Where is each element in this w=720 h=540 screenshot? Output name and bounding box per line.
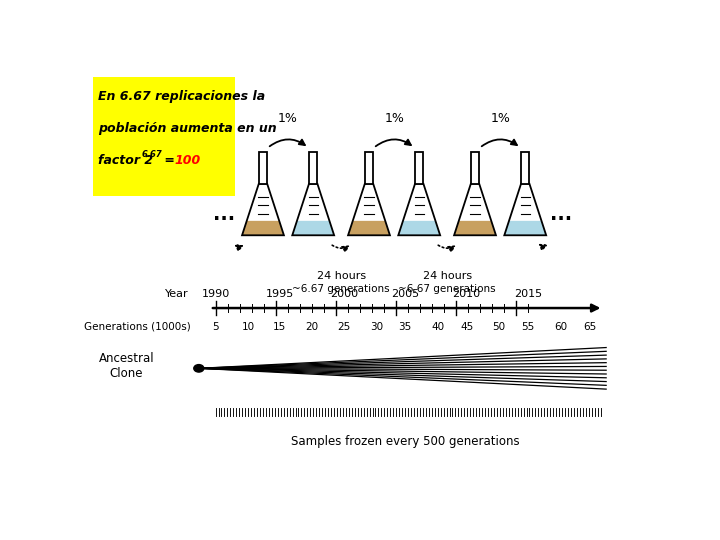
Text: Samples frozen every 500 generations: Samples frozen every 500 generations bbox=[291, 435, 520, 448]
Polygon shape bbox=[365, 152, 373, 184]
FancyBboxPatch shape bbox=[93, 77, 235, 196]
Text: ...: ... bbox=[551, 205, 572, 224]
Circle shape bbox=[194, 364, 204, 372]
Text: 1%: 1% bbox=[490, 112, 510, 125]
Polygon shape bbox=[242, 221, 284, 235]
Polygon shape bbox=[504, 221, 546, 235]
Text: Ancestral: Ancestral bbox=[99, 352, 154, 365]
Text: 30: 30 bbox=[369, 322, 383, 332]
Text: 24 hours: 24 hours bbox=[423, 271, 472, 281]
Text: 1%: 1% bbox=[384, 112, 404, 125]
Text: 25: 25 bbox=[337, 322, 351, 332]
Text: 50: 50 bbox=[492, 322, 505, 332]
Polygon shape bbox=[258, 152, 267, 184]
Text: 35: 35 bbox=[399, 322, 412, 332]
Polygon shape bbox=[454, 221, 496, 235]
Text: 55: 55 bbox=[521, 322, 535, 332]
Text: Generations (1000s): Generations (1000s) bbox=[84, 322, 191, 332]
Text: población aumenta en un: población aumenta en un bbox=[99, 122, 277, 135]
Text: 15: 15 bbox=[273, 322, 287, 332]
Polygon shape bbox=[242, 184, 284, 235]
Text: 45: 45 bbox=[460, 322, 473, 332]
Polygon shape bbox=[398, 184, 440, 235]
Polygon shape bbox=[292, 184, 334, 235]
Polygon shape bbox=[454, 184, 496, 235]
Text: 60: 60 bbox=[554, 322, 567, 332]
Text: 2000: 2000 bbox=[330, 289, 358, 299]
Polygon shape bbox=[309, 152, 318, 184]
Text: 5: 5 bbox=[212, 322, 219, 332]
Polygon shape bbox=[292, 221, 334, 235]
Polygon shape bbox=[415, 152, 423, 184]
Text: 2005: 2005 bbox=[391, 289, 419, 299]
Text: ~6.67 generations: ~6.67 generations bbox=[398, 284, 496, 294]
Text: Clone: Clone bbox=[109, 367, 143, 380]
Polygon shape bbox=[471, 152, 480, 184]
Text: 2010: 2010 bbox=[453, 289, 481, 299]
Polygon shape bbox=[348, 221, 390, 235]
Text: 1995: 1995 bbox=[266, 289, 294, 299]
Text: 1990: 1990 bbox=[202, 289, 230, 299]
Text: 2015: 2015 bbox=[514, 289, 542, 299]
Text: 65: 65 bbox=[582, 322, 596, 332]
Text: =: = bbox=[161, 154, 179, 167]
Polygon shape bbox=[348, 184, 390, 235]
Text: En 6.67 replicaciones la: En 6.67 replicaciones la bbox=[99, 90, 266, 103]
Polygon shape bbox=[398, 221, 440, 235]
Polygon shape bbox=[504, 184, 546, 235]
Text: Year: Year bbox=[165, 289, 189, 299]
Text: 6.67: 6.67 bbox=[142, 150, 163, 159]
Text: 20: 20 bbox=[305, 322, 319, 332]
Text: factor 2: factor 2 bbox=[99, 154, 153, 167]
Text: ...: ... bbox=[213, 205, 235, 224]
Text: 100: 100 bbox=[174, 154, 200, 167]
Text: 10: 10 bbox=[241, 322, 254, 332]
Text: 24 hours: 24 hours bbox=[317, 271, 366, 281]
Polygon shape bbox=[521, 152, 529, 184]
Text: ~6.67 generations: ~6.67 generations bbox=[292, 284, 390, 294]
Text: 40: 40 bbox=[431, 322, 444, 332]
Text: 1%: 1% bbox=[278, 112, 298, 125]
